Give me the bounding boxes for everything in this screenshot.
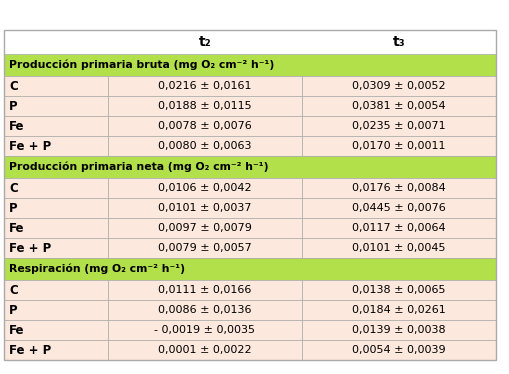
Bar [108, 178, 301, 198]
Bar [301, 280, 495, 300]
Text: 0,0309 ± 0,0052: 0,0309 ± 0,0052 [352, 81, 445, 91]
Text: 0,0080 ± 0,0063: 0,0080 ± 0,0063 [158, 141, 251, 151]
Text: 0,0086 ± 0,0136: 0,0086 ± 0,0136 [158, 305, 251, 315]
Text: Fe: Fe [9, 221, 24, 234]
Text: C: C [9, 181, 18, 194]
Text: 0,0101 ± 0,0045: 0,0101 ± 0,0045 [352, 243, 445, 253]
Bar [301, 340, 495, 360]
Bar [4, 30, 495, 54]
Bar [301, 116, 495, 136]
Text: 0,0235 ± 0,0071: 0,0235 ± 0,0071 [352, 121, 445, 131]
Text: 0,0184 ± 0,0261: 0,0184 ± 0,0261 [351, 305, 445, 315]
Text: - 0,0019 ± 0,0035: - 0,0019 ± 0,0035 [154, 325, 255, 335]
Bar [301, 178, 495, 198]
Bar [108, 116, 301, 136]
Bar [301, 300, 495, 320]
Text: 0,0216 ± 0,0161: 0,0216 ± 0,0161 [158, 81, 251, 91]
Text: 0,0111 ± 0,0166: 0,0111 ± 0,0166 [158, 285, 251, 295]
Text: 0,0381 ± 0,0054: 0,0381 ± 0,0054 [352, 101, 445, 111]
Text: Fe + P: Fe + P [9, 343, 51, 356]
Bar [4, 340, 108, 360]
Text: 0,0170 ± 0,0011: 0,0170 ± 0,0011 [352, 141, 445, 151]
Bar [4, 238, 108, 258]
Bar [301, 198, 495, 218]
Text: P: P [9, 99, 18, 113]
Bar [4, 178, 108, 198]
Bar [4, 258, 495, 280]
Bar [301, 320, 495, 340]
Text: t₃: t₃ [392, 35, 405, 49]
Text: 0,0139 ± 0,0038: 0,0139 ± 0,0038 [352, 325, 445, 335]
Bar [108, 96, 301, 116]
Text: 0,0117 ± 0,0064: 0,0117 ± 0,0064 [352, 223, 445, 233]
Bar [108, 76, 301, 96]
Text: Fe + P: Fe + P [9, 242, 51, 254]
Text: 0,0188 ± 0,0115: 0,0188 ± 0,0115 [158, 101, 251, 111]
Text: C: C [9, 80, 18, 92]
Text: 0,0079 ± 0,0057: 0,0079 ± 0,0057 [158, 243, 251, 253]
Bar [4, 156, 495, 178]
Bar [301, 218, 495, 238]
Bar [301, 136, 495, 156]
Text: Fe: Fe [9, 120, 24, 132]
Bar [301, 96, 495, 116]
Text: 0,0097 ± 0,0079: 0,0097 ± 0,0079 [158, 223, 251, 233]
Bar [108, 300, 301, 320]
Bar [108, 340, 301, 360]
Bar [4, 280, 108, 300]
Bar [108, 280, 301, 300]
Bar [301, 76, 495, 96]
Text: Fe + P: Fe + P [9, 140, 51, 153]
Bar [4, 76, 108, 96]
Text: Respiración (mg O₂ cm⁻² h⁻¹): Respiración (mg O₂ cm⁻² h⁻¹) [9, 264, 185, 274]
Bar [4, 96, 108, 116]
Text: Producción primaria bruta (mg O₂ cm⁻² h⁻¹): Producción primaria bruta (mg O₂ cm⁻² h⁻… [9, 60, 274, 70]
Bar [108, 198, 301, 218]
Bar [108, 238, 301, 258]
Text: Fe: Fe [9, 324, 24, 337]
Bar [4, 30, 495, 360]
Bar [108, 320, 301, 340]
Text: 0,0078 ± 0,0076: 0,0078 ± 0,0076 [158, 121, 251, 131]
Text: 0,0138 ± 0,0065: 0,0138 ± 0,0065 [352, 285, 445, 295]
Bar [4, 54, 495, 76]
Bar [4, 218, 108, 238]
Bar [108, 136, 301, 156]
Text: 0,0106 ± 0,0042: 0,0106 ± 0,0042 [158, 183, 251, 193]
Bar [108, 218, 301, 238]
Bar [4, 136, 108, 156]
Text: P: P [9, 303, 18, 316]
Bar [4, 198, 108, 218]
Text: Producción primaria neta (mg O₂ cm⁻² h⁻¹): Producción primaria neta (mg O₂ cm⁻² h⁻¹… [9, 162, 268, 172]
Text: 0,0054 ± 0,0039: 0,0054 ± 0,0039 [352, 345, 445, 355]
Text: 0,0101 ± 0,0037: 0,0101 ± 0,0037 [158, 203, 251, 213]
Bar [301, 238, 495, 258]
Bar [4, 320, 108, 340]
Text: t₂: t₂ [199, 35, 211, 49]
Text: P: P [9, 202, 18, 215]
Text: C: C [9, 283, 18, 297]
Bar [4, 300, 108, 320]
Bar [4, 116, 108, 136]
Text: 0,0176 ± 0,0084: 0,0176 ± 0,0084 [351, 183, 445, 193]
Text: 0,0001 ± 0,0022: 0,0001 ± 0,0022 [158, 345, 251, 355]
Text: 0,0445 ± 0,0076: 0,0445 ± 0,0076 [351, 203, 445, 213]
